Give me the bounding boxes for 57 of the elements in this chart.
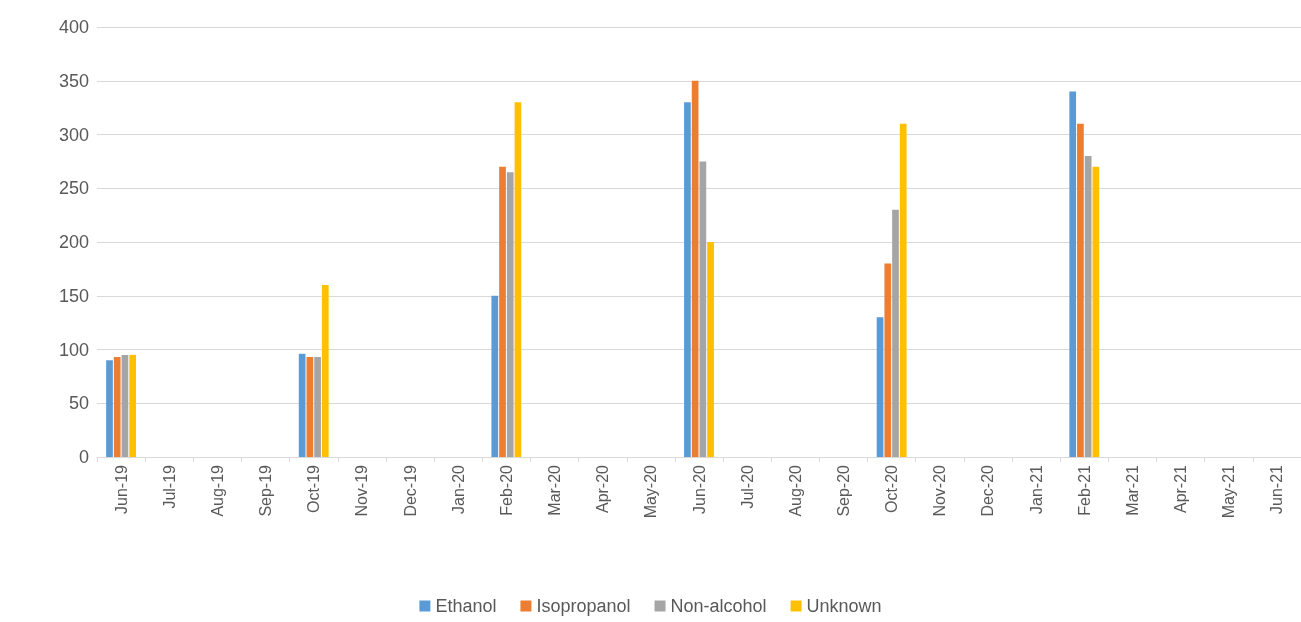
x-tick-label: Jul-20 <box>738 464 756 509</box>
x-tick-label: Nov-20 <box>931 464 949 517</box>
x-tick-label: Jun-20 <box>690 464 708 514</box>
y-tick-label: 400 <box>58 17 89 37</box>
x-tick-label: Sep-19 <box>257 464 275 517</box>
x-tick-label: May-21 <box>1220 464 1238 519</box>
bar <box>314 357 321 457</box>
x-tick-label: Nov-19 <box>353 464 371 517</box>
x-tick-label: Apr-21 <box>1172 464 1190 514</box>
bar <box>1069 91 1077 457</box>
bar <box>892 209 899 457</box>
bar <box>321 285 329 457</box>
bar <box>298 353 306 457</box>
x-tick-label: Aug-20 <box>786 464 804 517</box>
x-tick-label: Feb-21 <box>1075 464 1093 516</box>
bar <box>506 172 514 457</box>
legend-label: Non-alcohol <box>670 596 767 616</box>
x-tick-label: Oct-20 <box>883 464 901 514</box>
y-tick-label: 250 <box>58 178 89 199</box>
bar <box>899 123 907 457</box>
bar <box>707 242 714 457</box>
x-tick-label: Dec-20 <box>979 464 997 517</box>
bar <box>499 166 506 457</box>
y-tick-label: 0 <box>78 447 89 467</box>
x-tick-label: Jan-21 <box>1027 464 1045 514</box>
bar <box>876 317 884 457</box>
x-tick-label: Mar-20 <box>546 464 564 516</box>
bar <box>1077 123 1084 457</box>
x-tick-label: Feb-20 <box>497 464 515 516</box>
x-tick-label: Oct-19 <box>305 464 323 514</box>
y-tick-label: 350 <box>58 70 89 91</box>
x-tick-label: Sep-20 <box>834 464 852 517</box>
x-tick-label: Apr-20 <box>594 464 612 514</box>
x-tick-label: Jun-21 <box>1268 464 1286 514</box>
y-tick-label: 100 <box>58 339 89 360</box>
bar <box>884 263 892 457</box>
x-tick-label: Mar-21 <box>1123 464 1141 516</box>
bar <box>699 161 707 457</box>
bar <box>129 354 137 457</box>
bar <box>106 360 113 457</box>
legend-label: Unknown <box>806 596 882 616</box>
bar <box>491 295 499 457</box>
bar <box>113 357 121 457</box>
y-tick-label: 150 <box>58 285 89 306</box>
x-tick-label: Jul-19 <box>160 464 178 509</box>
x-tick-label: Jan-20 <box>449 464 467 514</box>
legend-label: Ethanol <box>435 596 497 616</box>
y-tick-label: 300 <box>58 124 89 145</box>
x-tick-label: Jun-19 <box>112 464 130 514</box>
bar <box>684 102 691 457</box>
x-tick-label: Dec-19 <box>401 464 419 517</box>
bar <box>1092 166 1100 457</box>
x-tick-label: May-20 <box>642 464 660 519</box>
y-tick-label: 50 <box>68 393 89 414</box>
y-tick-label: 200 <box>58 232 89 252</box>
legend-label: Isopropanol <box>536 596 631 616</box>
x-tick-label: Aug-19 <box>208 464 226 517</box>
